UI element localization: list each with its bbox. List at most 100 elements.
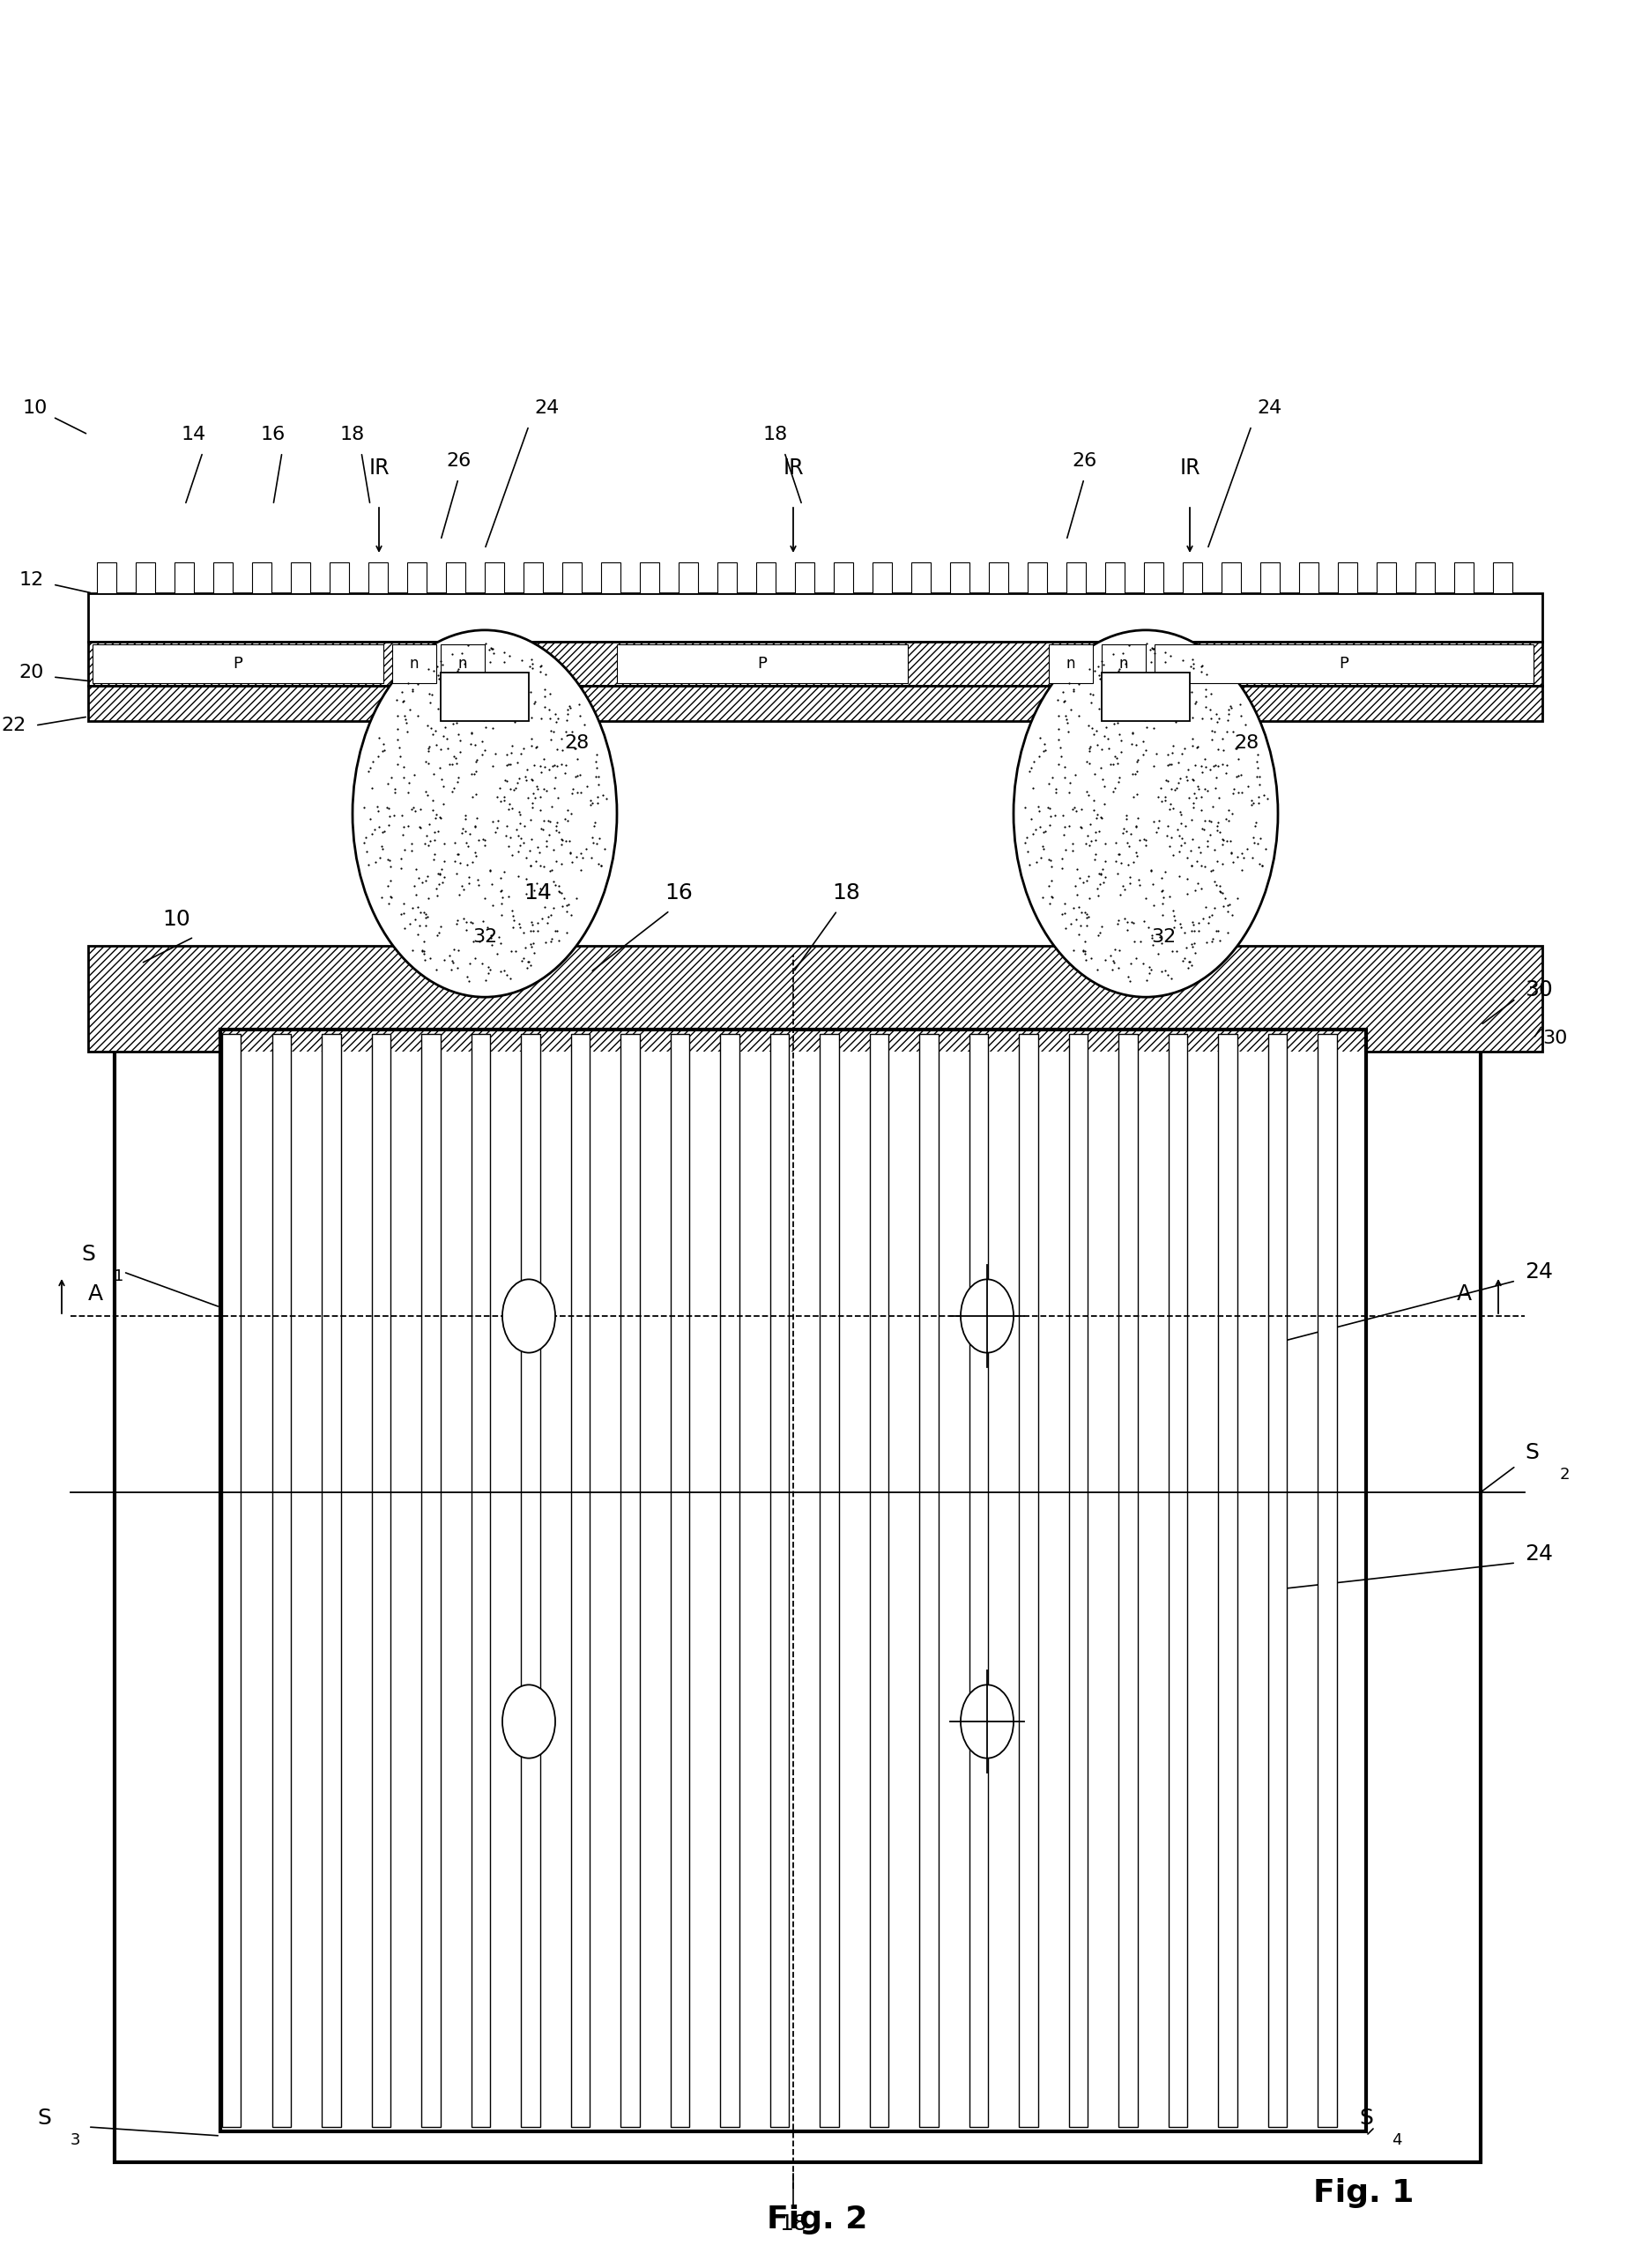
- Point: [377, 862, 404, 898]
- Point: [1064, 875, 1090, 912]
- Point: [516, 912, 542, 948]
- Point: [1105, 905, 1131, 941]
- Point: [1180, 789, 1206, 826]
- Point: [525, 769, 551, 805]
- Point: [1203, 760, 1229, 796]
- Point: [384, 721, 410, 758]
- Point: [1116, 860, 1142, 896]
- Point: [507, 685, 533, 721]
- Point: [472, 962, 498, 998]
- Point: [1136, 955, 1162, 991]
- Point: [518, 674, 544, 710]
- Point: [444, 680, 471, 717]
- Point: [580, 807, 606, 844]
- Point: [431, 826, 458, 862]
- Point: [371, 733, 397, 769]
- Point: [1180, 905, 1206, 941]
- Point: [426, 855, 453, 891]
- Point: [1209, 846, 1235, 882]
- Point: [459, 844, 485, 880]
- Point: [1178, 801, 1204, 837]
- Point: [1034, 789, 1060, 826]
- Bar: [1268, 1034, 1288, 2127]
- Text: 16: 16: [261, 426, 286, 442]
- Point: [1172, 823, 1198, 860]
- Point: [1116, 662, 1142, 699]
- Point: [479, 631, 505, 667]
- Point: [443, 705, 469, 742]
- Point: [1176, 674, 1203, 710]
- Point: [1141, 748, 1167, 785]
- Point: [391, 683, 417, 719]
- Point: [1080, 676, 1106, 712]
- Point: [1219, 898, 1245, 934]
- Point: [1069, 792, 1095, 828]
- Point: [538, 853, 564, 889]
- Point: [510, 941, 536, 978]
- Point: [1219, 835, 1245, 871]
- Point: [500, 837, 526, 873]
- Point: [425, 649, 451, 685]
- Point: [1201, 712, 1227, 748]
- Point: [374, 841, 400, 878]
- Point: [402, 758, 428, 794]
- Point: [1062, 789, 1088, 826]
- Point: [1229, 835, 1255, 871]
- Point: [469, 737, 495, 773]
- Point: [539, 853, 565, 889]
- Point: [1203, 771, 1229, 807]
- Point: [1240, 839, 1266, 875]
- Point: [387, 896, 413, 932]
- Point: [544, 701, 570, 737]
- Point: [503, 812, 529, 848]
- Point: [1206, 805, 1232, 841]
- Point: [580, 823, 606, 860]
- Point: [1046, 746, 1072, 782]
- Point: [1144, 689, 1170, 726]
- Point: [351, 789, 377, 826]
- Point: [464, 862, 490, 898]
- Point: [1175, 751, 1201, 787]
- Point: [538, 789, 564, 826]
- Bar: [88, 642, 1542, 685]
- Point: [1077, 746, 1103, 782]
- Point: [1039, 862, 1065, 898]
- Bar: [1299, 562, 1319, 594]
- Point: [487, 769, 513, 805]
- Point: [489, 873, 515, 909]
- Point: [462, 835, 489, 871]
- Point: [444, 903, 471, 939]
- Point: [1087, 866, 1113, 903]
- Point: [1088, 798, 1114, 835]
- Point: [1201, 889, 1227, 925]
- Point: [391, 807, 417, 844]
- Point: [472, 821, 498, 857]
- Point: [1221, 771, 1247, 807]
- Point: [1149, 925, 1175, 962]
- Point: [1145, 934, 1172, 971]
- Bar: [820, 1034, 838, 2127]
- Point: [495, 828, 521, 864]
- Point: [497, 787, 523, 823]
- Point: [490, 853, 516, 889]
- Bar: [214, 562, 232, 594]
- Bar: [88, 946, 1542, 1052]
- Point: [538, 896, 564, 932]
- Point: [1036, 869, 1062, 905]
- Point: [1088, 909, 1114, 946]
- Point: [462, 692, 489, 728]
- Point: [387, 739, 413, 776]
- Point: [392, 699, 418, 735]
- Point: [1154, 807, 1180, 844]
- Point: [422, 712, 448, 748]
- Point: [551, 880, 577, 916]
- Point: [521, 873, 547, 909]
- Point: [1127, 669, 1154, 705]
- Point: [1214, 746, 1240, 782]
- Point: [1204, 866, 1230, 903]
- Point: [1060, 674, 1087, 710]
- Point: [379, 760, 405, 796]
- Point: [1217, 835, 1243, 871]
- Point: [1165, 812, 1191, 848]
- Point: [408, 932, 435, 968]
